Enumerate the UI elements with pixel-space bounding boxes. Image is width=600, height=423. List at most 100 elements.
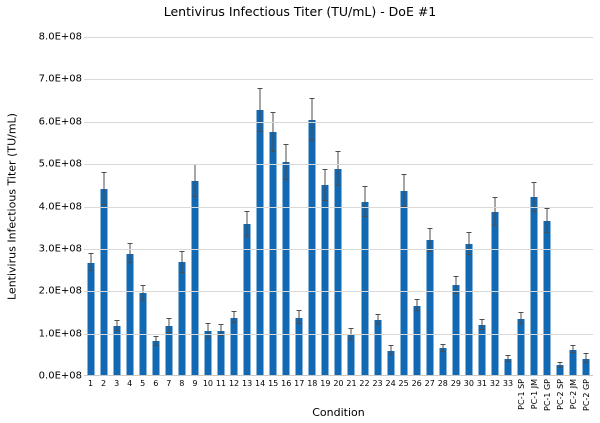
x-tick-label-2: 2 bbox=[101, 379, 107, 388]
error-bar-line bbox=[507, 355, 509, 362]
error-bar-line bbox=[168, 319, 170, 333]
error-bar-line bbox=[403, 175, 405, 207]
bar-slot bbox=[541, 37, 554, 376]
error-bar-cap-top bbox=[166, 318, 172, 320]
x-tick-label-15: 15 bbox=[268, 379, 279, 388]
error-bar-cap-bottom bbox=[322, 199, 328, 201]
error-bar-cap-top bbox=[322, 169, 328, 171]
error-bar-cap-bottom bbox=[414, 310, 420, 312]
error-bar-line bbox=[194, 164, 196, 198]
bar-31 bbox=[478, 325, 486, 376]
bar-slot bbox=[345, 37, 358, 376]
y-tick-label: 8.0E+08 bbox=[38, 31, 82, 43]
bar-slot bbox=[175, 37, 188, 376]
error-bar-cap-top bbox=[283, 144, 289, 146]
error-bar-cap-bottom bbox=[335, 185, 341, 187]
x-axis-tick-labels: 1 2 3 4 5 6 7 8 9 10 11 12 13 14 15 16 17 18 19 20 21 22 23 24 2… bbox=[84, 379, 593, 423]
bar-slot bbox=[580, 37, 593, 376]
error-bar-cap-top bbox=[453, 275, 459, 277]
x-tick-label-31: 31 bbox=[476, 379, 488, 388]
gridline bbox=[84, 164, 593, 166]
error-bar-line bbox=[233, 311, 235, 324]
x-tick-label-5: 5 bbox=[140, 379, 146, 388]
gridline bbox=[84, 333, 593, 335]
bar-slot bbox=[201, 37, 214, 376]
x-tick-label-14: 14 bbox=[255, 379, 266, 388]
bar-28 bbox=[439, 348, 447, 376]
error-bar-cap-bottom bbox=[440, 351, 446, 353]
bar-slot bbox=[502, 37, 515, 376]
x-tick-label-24: 24 bbox=[385, 379, 396, 388]
bar-slot bbox=[214, 37, 227, 376]
error-bar-cap-top bbox=[505, 354, 511, 356]
x-tick-label-8: 8 bbox=[179, 379, 185, 388]
y-tick-label: 7.0E+08 bbox=[38, 73, 82, 85]
bar-slot bbox=[488, 37, 501, 376]
bar-slot bbox=[371, 37, 384, 376]
error-bar-cap-top bbox=[244, 210, 250, 212]
error-bar-line bbox=[285, 145, 287, 180]
bar-23 bbox=[374, 319, 382, 376]
bar-slot bbox=[554, 37, 567, 376]
error-bar-cap-top bbox=[492, 197, 498, 199]
error-bar-cap-top bbox=[570, 345, 576, 347]
x-tick-label-9: 9 bbox=[192, 379, 198, 388]
error-bar-line bbox=[546, 209, 548, 233]
bar-slot bbox=[162, 37, 175, 376]
bar-30 bbox=[465, 243, 473, 376]
error-bar-line bbox=[429, 228, 431, 253]
error-bar-cap-bottom bbox=[505, 360, 511, 362]
error-bar-cap-bottom bbox=[388, 354, 394, 356]
error-bar-line bbox=[350, 329, 352, 341]
gridline bbox=[84, 37, 593, 38]
error-bar-cap-bottom bbox=[218, 335, 224, 337]
x-tick-label-11: 11 bbox=[215, 379, 227, 388]
bar-PC-2 JM bbox=[569, 349, 577, 376]
error-bar-cap-bottom bbox=[348, 339, 354, 341]
y-axis-tick-labels: 0.0E+08 1.0E+08 2.0E+08 3.0E+08 4.0E+08 5.0E+… bbox=[34, 32, 82, 382]
error-bar-cap-bottom bbox=[362, 215, 367, 217]
bar-21 bbox=[347, 334, 355, 376]
gridline bbox=[84, 121, 593, 123]
error-bar-cap-top bbox=[127, 242, 133, 244]
bar-6 bbox=[152, 341, 160, 376]
bar-slot bbox=[84, 37, 97, 376]
bar-24 bbox=[387, 350, 395, 376]
error-bar-cap-bottom bbox=[205, 337, 211, 339]
error-bar-line bbox=[377, 314, 379, 325]
error-bar-cap-top bbox=[88, 253, 94, 255]
error-bar-cap-top bbox=[101, 172, 107, 174]
error-bar-cap-top bbox=[414, 299, 420, 301]
plot-area bbox=[84, 37, 593, 376]
x-tick-label-18: 18 bbox=[307, 379, 318, 388]
error-bar-line bbox=[142, 285, 144, 301]
x-tick-label-28: 28 bbox=[437, 379, 448, 388]
y-tick-label: 6.0E+08 bbox=[38, 116, 82, 128]
error-bar-cap-top bbox=[544, 208, 550, 210]
error-bar-cap-top bbox=[427, 227, 433, 229]
bar-PC-1 GP bbox=[543, 220, 551, 376]
error-bar-cap-top bbox=[114, 319, 120, 321]
bar-PC-2 GP bbox=[582, 358, 590, 376]
bar-series bbox=[84, 37, 593, 376]
bar-33 bbox=[504, 358, 512, 376]
bar-slot bbox=[436, 37, 449, 376]
x-axis-title: Condition bbox=[312, 406, 365, 419]
y-tick-label: 5.0E+08 bbox=[38, 158, 82, 170]
error-bar-cap-bottom bbox=[231, 322, 237, 324]
bar-slot bbox=[123, 37, 136, 376]
error-bar-line bbox=[272, 112, 274, 152]
error-bar-line bbox=[585, 354, 587, 363]
error-bar-cap-bottom bbox=[166, 331, 172, 333]
bar-slot bbox=[449, 37, 462, 376]
bar-19 bbox=[321, 185, 329, 376]
error-bar-cap-top bbox=[466, 231, 472, 233]
error-bar-line bbox=[129, 243, 131, 264]
error-bar-cap-bottom bbox=[518, 323, 524, 325]
x-tick-label-4: 4 bbox=[127, 379, 133, 388]
gridline bbox=[84, 79, 593, 81]
error-bar-line bbox=[533, 182, 535, 212]
bar-20 bbox=[334, 169, 342, 376]
error-bar-cap-top bbox=[479, 319, 485, 321]
bar-slot bbox=[136, 37, 149, 376]
